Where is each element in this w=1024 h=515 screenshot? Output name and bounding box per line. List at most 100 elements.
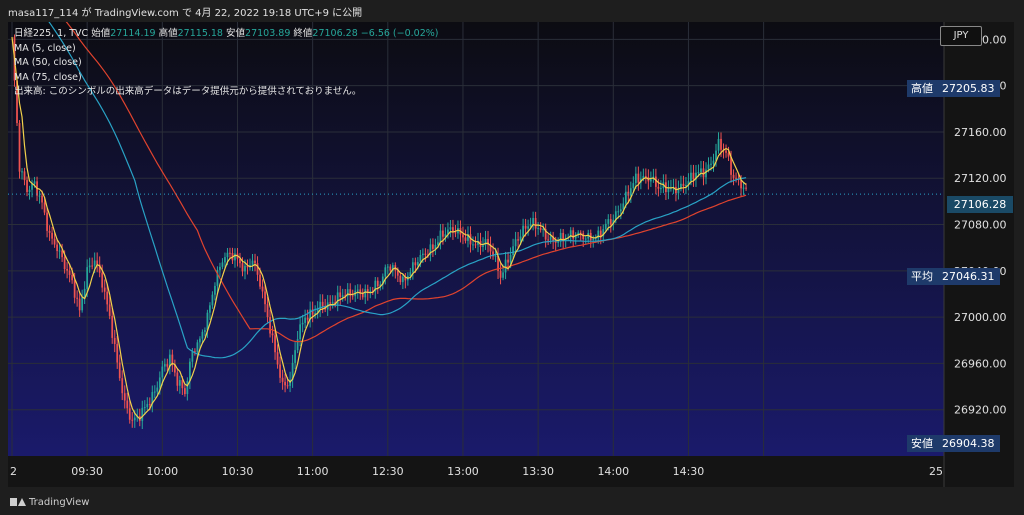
candle-body (281, 377, 284, 382)
candle-body (309, 309, 312, 320)
candle-body (173, 364, 176, 373)
y-tick-label: 27000.00 (954, 311, 1007, 324)
candle-body (444, 234, 447, 237)
candle-body (449, 227, 452, 230)
x-tick-label: 10:00 (146, 465, 178, 478)
candle-body (271, 333, 274, 336)
candle-body (23, 171, 26, 181)
candle-body (577, 232, 580, 235)
legend-high-label: 高値 (158, 28, 178, 39)
candle-body (609, 219, 612, 225)
candle-body (572, 230, 575, 239)
candle-body (344, 295, 347, 297)
candle-body (376, 280, 379, 287)
legend-low-value: 27103.89 (245, 28, 291, 39)
candle-body (469, 234, 472, 245)
plot-background (8, 22, 944, 456)
candle-body (710, 163, 712, 165)
chart-area[interactable]: 26920.0026960.0027000.0027040.0027080.00… (8, 22, 1014, 487)
candle-body (26, 180, 28, 192)
candle-body (416, 261, 419, 266)
price-chart[interactable]: 26920.0026960.0027000.0027040.0027080.00… (8, 22, 1014, 487)
candle-body (43, 202, 46, 213)
candle-body (462, 234, 464, 238)
candle-body (294, 350, 296, 363)
candle-body (314, 313, 317, 315)
candle-body (296, 339, 299, 351)
candle-body (687, 181, 690, 185)
y-tick-label: 26960.00 (954, 357, 1007, 370)
candle-body (78, 298, 81, 311)
candle-body (194, 351, 196, 353)
candle-body (229, 252, 231, 254)
y-tick-label: 27160.00 (954, 126, 1007, 139)
candle-body (477, 240, 479, 245)
candle-body (692, 172, 695, 180)
candle-body (241, 263, 244, 272)
candle-body (720, 138, 722, 150)
price-axis-background (944, 22, 1014, 487)
candle-body (369, 291, 372, 293)
legend-change: −6.56 (−0.02%) (360, 28, 439, 39)
candle-body (18, 123, 21, 172)
candle-body (474, 244, 477, 246)
candle-body (707, 164, 710, 170)
candle-body (133, 417, 136, 421)
candle-body (730, 156, 732, 175)
candle-body (28, 189, 31, 192)
candle-body (53, 238, 56, 245)
candle-body (742, 187, 745, 189)
legend-open-value: 27114.19 (110, 28, 156, 39)
candle-body (226, 252, 229, 258)
candle-body (311, 309, 314, 315)
low-tag-value: 26904.38 (937, 435, 1000, 452)
candle-body (316, 308, 319, 314)
candle-body (321, 301, 324, 307)
candle-body (96, 260, 99, 265)
tradingview-logo[interactable]: TradingView (10, 497, 89, 508)
legend-ma50[interactable]: MA (50, close) (14, 57, 82, 68)
candle-body (695, 172, 697, 180)
candle-body (504, 259, 507, 273)
legend-ma5[interactable]: MA (5, close) (14, 42, 76, 54)
candle-body (329, 302, 332, 304)
candle-body (424, 253, 427, 255)
legend-open-label: 始値 (91, 28, 111, 39)
candle-body (434, 244, 437, 249)
publish-info: masa117_114 が TradingView.com で 4月 22, 2… (8, 8, 363, 19)
candle-body (677, 188, 680, 194)
candle-body (336, 292, 339, 304)
candle-body (574, 234, 577, 239)
candle-body (214, 285, 216, 295)
candle-body (522, 225, 524, 237)
candle-body (702, 168, 705, 178)
legend-ma75[interactable]: MA (75, close) (14, 71, 82, 83)
last-price-tag: 27106.28 (947, 196, 1013, 213)
candle-body (411, 262, 414, 273)
candle-body (261, 286, 264, 292)
candle-body (717, 138, 720, 151)
legend-volume-note[interactable]: 出来高: このシンボルの出来高データはデータ提供元から提供されておりません。 (14, 86, 362, 97)
currency-button[interactable]: JPY (940, 26, 982, 46)
candle-body (682, 183, 685, 187)
candle-body (685, 184, 687, 187)
candle-body (246, 265, 249, 268)
x-tick-label: 13:30 (522, 465, 554, 478)
candle-body (379, 284, 382, 287)
candle-body (727, 152, 730, 157)
candle-body (146, 404, 149, 408)
candle-body (31, 183, 33, 190)
candle-body (156, 387, 159, 392)
candle-body (499, 270, 502, 278)
candle-body (186, 380, 189, 395)
candle-body (46, 212, 48, 231)
footer-bar (0, 492, 1024, 515)
chart-legend: 日経225, 1, TVC 始値27114.19 高値27115.18 安値27… (14, 27, 438, 100)
legend-low-label: 安値 (226, 28, 246, 39)
candle-body (83, 288, 86, 298)
candle-body (166, 364, 169, 367)
candle-body (637, 173, 640, 183)
legend-symbol[interactable]: 日経225, 1, TVC (14, 28, 89, 39)
candle-body (740, 179, 742, 189)
candle-body (98, 264, 101, 273)
